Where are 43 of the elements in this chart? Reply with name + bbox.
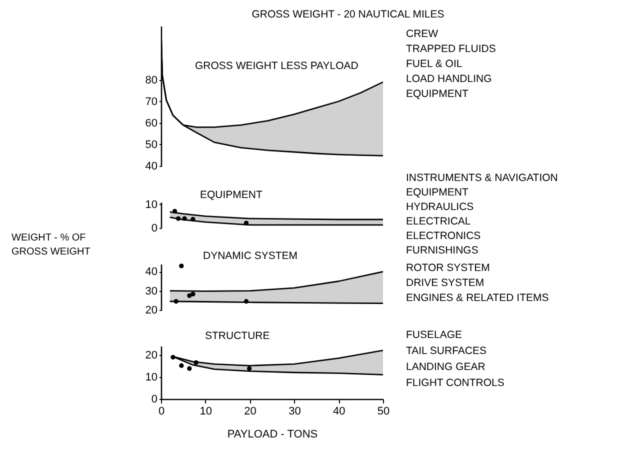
text: FLIGHT CONTROLS <box>406 377 504 389</box>
y-tick-label: 0 <box>151 394 158 406</box>
text: LANDING GEAR <box>406 361 486 373</box>
y-tick-label: 70 <box>145 96 158 108</box>
y-tick-label: 10 <box>145 198 158 211</box>
text: EQUIPMENT <box>406 88 470 100</box>
text: ELECTRICAL <box>406 216 471 228</box>
text: DRIVE SYSTEM <box>406 277 484 289</box>
y-tick-label: 50 <box>145 138 158 151</box>
x-tick-label: 50 <box>377 406 390 418</box>
x-axis-title: PAYLOAD - TONS <box>227 428 318 440</box>
annotation: GROSS WEIGHT LESS PAYLOAD <box>195 60 359 72</box>
text: HYDRAULICS <box>406 201 474 213</box>
y-tick-label: 40 <box>145 160 158 172</box>
text: EQUIPMENT <box>406 186 470 198</box>
y-tick-label: 10 <box>145 371 158 384</box>
y-tick-label: 60 <box>145 117 158 130</box>
y-axis-title: WEIGHT - % OF GROSS WEIGHT <box>12 232 90 258</box>
text: LOAD HANDLING <box>406 73 492 85</box>
text: FUEL & OIL <box>406 58 462 70</box>
y-tick-label: 20 <box>145 349 158 362</box>
text: FUSELAGE <box>406 329 462 341</box>
x-tick-label: 40 <box>332 406 346 418</box>
text: TAIL SURFACES <box>406 345 487 357</box>
text: INSTRUMENTS & NAVIGATION <box>406 172 558 184</box>
text: ENGINES & RELATED ITEMS <box>406 292 549 304</box>
y-tick-label: 0 <box>151 222 158 234</box>
y-tick-label: 20 <box>145 304 158 316</box>
y-tick-label: 80 <box>145 74 158 86</box>
x-tick-label: 10 <box>200 406 212 418</box>
text: EQUIPMENT <box>200 189 264 201</box>
text: CREW <box>406 28 438 40</box>
text: TRAPPED FLUIDS <box>406 43 496 55</box>
y-tick-label: 40 <box>145 266 158 278</box>
text: STRUCTURE <box>205 330 270 342</box>
text: ROTOR SYSTEM <box>406 262 490 274</box>
text: DYNAMIC SYSTEM <box>203 250 298 262</box>
text: ELECTRONICS <box>406 230 481 242</box>
chart-title: GROSS WEIGHT - 20 NAUTICAL MILES <box>252 8 444 20</box>
x-tick-label: 20 <box>244 406 256 418</box>
x-tick-label: 30 <box>288 406 301 418</box>
text: FURNISHINGS <box>406 244 478 256</box>
y-tick-label: 30 <box>145 285 158 298</box>
